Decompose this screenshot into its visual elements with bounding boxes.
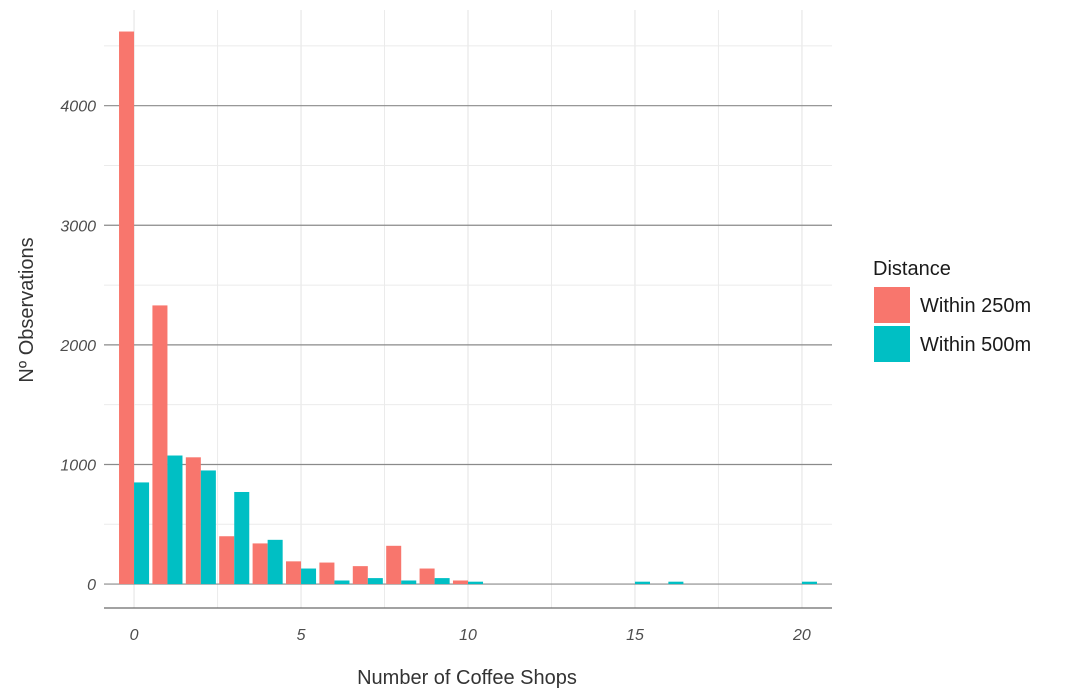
legend-title: Distance	[873, 258, 951, 280]
legend: Distance Within 250m Within 500m	[873, 258, 1031, 362]
y-tick-label: 1000	[60, 457, 96, 474]
bar	[119, 31, 135, 585]
bar	[634, 581, 650, 585]
bar	[152, 305, 168, 585]
legend-label-within-250m: Within 250m	[920, 295, 1031, 317]
bar	[367, 578, 383, 585]
bar	[419, 568, 435, 585]
bar	[434, 578, 450, 585]
bar	[386, 545, 402, 585]
bar	[319, 562, 335, 585]
bar	[185, 457, 201, 585]
bar	[801, 581, 817, 585]
x-tick-label: 0	[130, 627, 139, 644]
x-tick-label: 10	[459, 627, 477, 644]
bar	[452, 580, 468, 585]
bar	[134, 482, 150, 585]
bar	[234, 491, 250, 585]
bar	[286, 561, 302, 585]
y-tick-label: 0	[87, 577, 96, 594]
bar	[668, 581, 684, 585]
y-tick-label: 2000	[59, 338, 96, 355]
legend-key-within-500m	[874, 326, 910, 362]
axes: 0 5 10 15 20 0 1000 2000 3000 4000	[59, 99, 832, 644]
bar	[401, 580, 417, 585]
bar	[468, 581, 484, 585]
legend-key-within-250m	[874, 287, 910, 323]
grid	[104, 10, 832, 608]
bars	[119, 31, 817, 585]
bar	[252, 543, 268, 585]
bar	[219, 536, 235, 585]
y-tick-label: 3000	[60, 218, 96, 235]
bar	[200, 470, 216, 585]
x-tick-label: 20	[792, 627, 811, 644]
bar	[167, 455, 183, 585]
bar	[352, 566, 368, 585]
x-tick-label: 15	[626, 627, 644, 644]
bar	[301, 568, 317, 585]
bar	[267, 539, 283, 585]
bar	[334, 580, 350, 585]
y-tick-label: 4000	[60, 99, 96, 116]
x-tick-label: 5	[297, 627, 306, 644]
x-axis-title: Number of Coffee Shops	[357, 667, 577, 689]
legend-label-within-500m: Within 500m	[920, 334, 1031, 356]
y-axis-title: Nº Observations	[16, 237, 38, 382]
